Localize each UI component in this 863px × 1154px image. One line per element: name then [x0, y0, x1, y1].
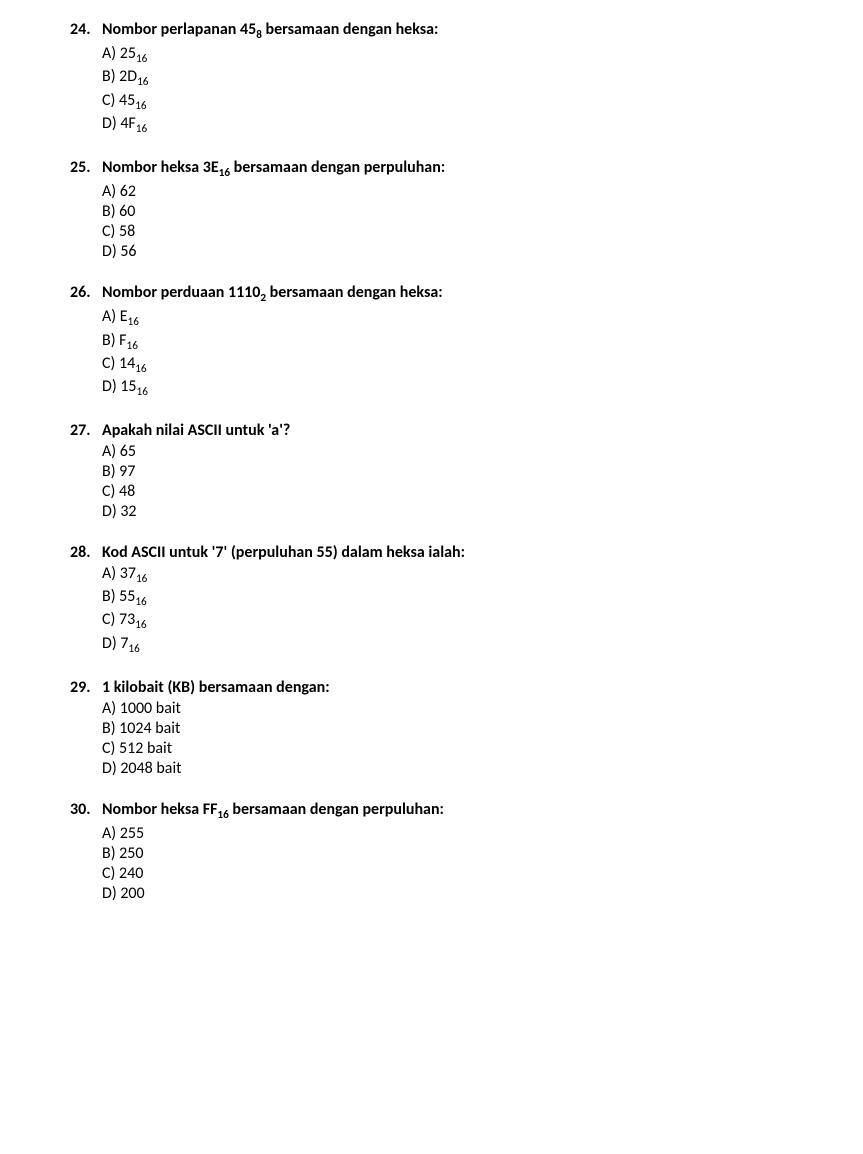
question-line: 26.Nombor perduaan 11102 bersamaan denga… — [70, 283, 823, 305]
option: B) F16 — [102, 331, 823, 353]
question-number: 28. — [70, 543, 102, 562]
question-text: Nombor heksa FF16 bersamaan dengan perpu… — [102, 800, 444, 822]
option: A) 65 — [102, 442, 823, 461]
option: D) 4F16 — [102, 114, 823, 136]
question: 25.Nombor heksa 3E16 bersamaan dengan pe… — [70, 158, 823, 261]
question: 29.1 kilobait (KB) bersamaan dengan: A) 1… — [70, 678, 823, 778]
question: 28.Kod ASCII untuk '7' (perpuluhan 55) d… — [70, 543, 823, 656]
option: B) 1024 bait — [102, 719, 823, 738]
option: B) 5516 — [102, 587, 823, 609]
question-text: Nombor heksa 3E16 bersamaan dengan perpu… — [102, 158, 445, 180]
question-number: 30. — [70, 800, 102, 819]
question-text: Apakah nilai ASCII untuk 'a'? — [102, 421, 290, 440]
question-number: 26. — [70, 283, 102, 302]
option: A) 3716 — [102, 564, 823, 586]
options: A) 255B) 250C) 240D) 200 — [102, 824, 823, 903]
option: D) 2048 bait — [102, 759, 823, 778]
option: A) E16 — [102, 307, 823, 329]
question-number: 25. — [70, 158, 102, 177]
question: 26.Nombor perduaan 11102 bersamaan denga… — [70, 283, 823, 399]
question-number: 27. — [70, 421, 102, 440]
question-text: Nombor perlapanan 458 bersamaan dengan h… — [102, 20, 438, 42]
option: D) 56 — [102, 242, 823, 261]
options: A) 1000 baitB) 1024 baitC) 512 baitD) 20… — [102, 699, 823, 778]
question-line: 28.Kod ASCII untuk '7' (perpuluhan 55) d… — [70, 543, 823, 562]
question: 27.Apakah nilai ASCII untuk 'a'? A) 65B) … — [70, 421, 823, 521]
option: A) 255 — [102, 824, 823, 843]
option: C) 4516 — [102, 91, 823, 113]
option: D) 1516 — [102, 377, 823, 399]
question-text: Nombor perduaan 11102 bersamaan dengan h… — [102, 283, 443, 305]
options: A) E16B) F16C) 1416D) 1516 — [102, 307, 823, 399]
question-text: Kod ASCII untuk '7' (perpuluhan 55) dala… — [102, 543, 465, 562]
option: C) 48 — [102, 482, 823, 501]
question-number: 29. — [70, 678, 102, 697]
options: A) 62B) 60C) 58D) 56 — [102, 182, 823, 261]
options: A) 2516B) 2D16C) 4516D) 4F16 — [102, 44, 823, 136]
option: B) 97 — [102, 462, 823, 481]
question-line: 30.Nombor heksa FF16 bersamaan dengan pe… — [70, 800, 823, 822]
option: B) 2D16 — [102, 67, 823, 89]
quiz-container: 24.Nombor perlapanan 458 bersamaan denga… — [70, 20, 823, 903]
question-line: 25.Nombor heksa 3E16 bersamaan dengan pe… — [70, 158, 823, 180]
option: C) 1416 — [102, 354, 823, 376]
options: A) 3716B) 5516C) 7316D) 716 — [102, 564, 823, 656]
option: C) 7316 — [102, 610, 823, 632]
option: C) 58 — [102, 222, 823, 241]
option: A) 2516 — [102, 44, 823, 66]
option: D) 32 — [102, 502, 823, 521]
question-line: 24.Nombor perlapanan 458 bersamaan denga… — [70, 20, 823, 42]
question: 30.Nombor heksa FF16 bersamaan dengan pe… — [70, 800, 823, 903]
option: B) 60 — [102, 202, 823, 221]
option: C) 512 bait — [102, 739, 823, 758]
options: A) 65B) 97C) 48D) 32 — [102, 442, 823, 521]
option: B) 250 — [102, 844, 823, 863]
question: 24.Nombor perlapanan 458 bersamaan denga… — [70, 20, 823, 136]
option: A) 62 — [102, 182, 823, 201]
option: A) 1000 bait — [102, 699, 823, 718]
option: D) 716 — [102, 634, 823, 656]
question-number: 24. — [70, 20, 102, 39]
option: D) 200 — [102, 884, 823, 903]
question-line: 29.1 kilobait (KB) bersamaan dengan: — [70, 678, 823, 697]
question-text: 1 kilobait (KB) bersamaan dengan: — [102, 678, 330, 697]
option: C) 240 — [102, 864, 823, 883]
question-line: 27.Apakah nilai ASCII untuk 'a'? — [70, 421, 823, 440]
